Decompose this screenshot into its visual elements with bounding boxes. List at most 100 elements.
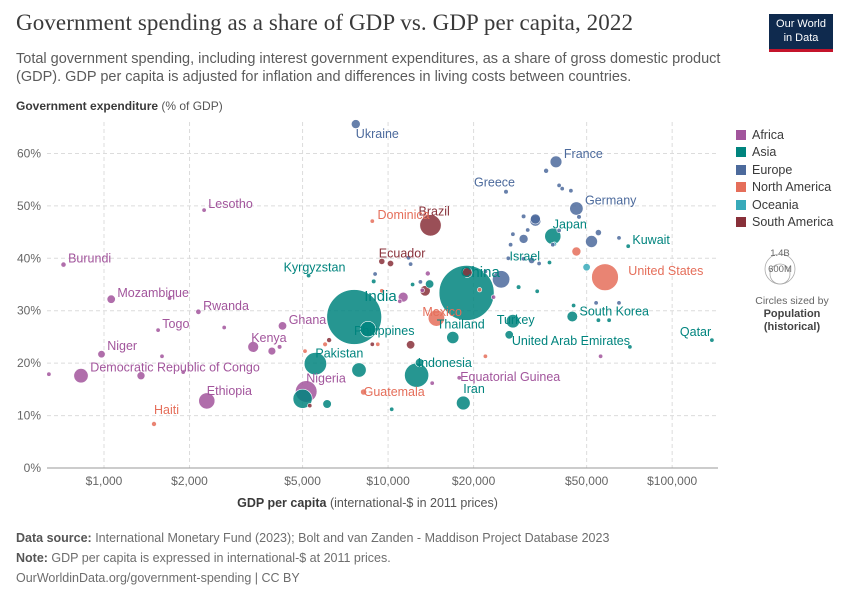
point-burundi[interactable] xyxy=(60,261,67,268)
point-israel[interactable] xyxy=(546,259,552,265)
legend-item-asia[interactable]: Asia xyxy=(736,144,833,162)
legend-item-oceania[interactable]: Oceania xyxy=(736,196,833,214)
point-togo[interactable] xyxy=(155,327,161,333)
data-point[interactable] xyxy=(521,256,527,262)
data-point[interactable] xyxy=(462,267,473,278)
legend-item-north-america[interactable]: North America xyxy=(736,179,833,197)
data-point[interactable] xyxy=(515,284,522,290)
point-france[interactable] xyxy=(549,155,563,169)
point-qatar[interactable] xyxy=(709,337,715,343)
data-point[interactable] xyxy=(585,235,598,248)
data-point[interactable] xyxy=(593,300,599,306)
data-point[interactable] xyxy=(371,278,377,285)
point-turkey[interactable] xyxy=(505,314,520,329)
point-united-states[interactable] xyxy=(591,263,619,291)
legend-item-africa[interactable]: Africa xyxy=(736,126,833,144)
data-point[interactable] xyxy=(616,300,622,306)
data-point[interactable] xyxy=(550,242,556,248)
data-point[interactable] xyxy=(616,235,622,241)
point-rwanda[interactable] xyxy=(195,308,202,315)
data-point[interactable] xyxy=(369,341,375,347)
data-point[interactable] xyxy=(375,341,381,347)
data-point[interactable] xyxy=(397,298,403,304)
data-point[interactable] xyxy=(277,344,283,350)
point-iran[interactable] xyxy=(456,395,471,411)
data-point[interactable] xyxy=(504,330,514,340)
point-ecuador[interactable] xyxy=(378,257,386,265)
data-point[interactable] xyxy=(292,388,313,409)
point-dominica[interactable] xyxy=(369,218,375,224)
data-point[interactable] xyxy=(556,182,562,188)
data-point[interactable] xyxy=(417,279,423,285)
legend-item-europe[interactable]: Europe xyxy=(736,161,833,179)
data-point[interactable] xyxy=(477,287,483,293)
data-point[interactable] xyxy=(159,353,165,359)
data-point[interactable] xyxy=(302,348,308,354)
point-thailand[interactable] xyxy=(446,331,460,344)
data-point[interactable] xyxy=(508,242,514,248)
point-brazil[interactable] xyxy=(419,214,442,237)
data-point[interactable] xyxy=(322,341,328,347)
point-kuwait[interactable] xyxy=(625,243,631,249)
data-point[interactable] xyxy=(406,340,416,350)
data-point[interactable] xyxy=(307,403,313,409)
point-lesotho[interactable] xyxy=(201,207,207,213)
data-point[interactable] xyxy=(568,188,574,194)
data-point[interactable] xyxy=(492,270,511,289)
point-niger[interactable] xyxy=(97,350,106,359)
credit-link[interactable]: OurWorldinData.org/government-spending |… xyxy=(16,571,300,585)
point-equatorial-guinea[interactable] xyxy=(456,375,462,381)
data-point[interactable] xyxy=(424,270,431,277)
data-point[interactable] xyxy=(267,346,277,356)
data-point[interactable] xyxy=(571,246,582,257)
point-ethiopia[interactable] xyxy=(198,392,216,410)
data-point[interactable] xyxy=(571,302,577,308)
data-point[interactable] xyxy=(389,406,395,412)
data-point[interactable] xyxy=(372,271,378,277)
data-point[interactable] xyxy=(598,353,604,359)
data-point[interactable] xyxy=(386,259,394,267)
data-point[interactable] xyxy=(46,371,52,377)
data-point[interactable] xyxy=(490,294,496,300)
data-point[interactable] xyxy=(528,256,536,264)
point-ghana[interactable] xyxy=(277,321,287,331)
owid-logo[interactable]: Our World in Data xyxy=(769,14,833,52)
data-point[interactable] xyxy=(429,380,435,386)
data-point[interactable] xyxy=(482,268,488,274)
point-germany[interactable] xyxy=(569,201,584,216)
data-point[interactable] xyxy=(536,260,542,266)
data-point[interactable] xyxy=(419,287,425,293)
data-point[interactable] xyxy=(595,229,602,236)
data-point[interactable] xyxy=(136,371,146,381)
data-point[interactable] xyxy=(482,353,488,359)
data-point[interactable] xyxy=(518,234,529,244)
data-point[interactable] xyxy=(167,295,173,301)
point-philippines[interactable] xyxy=(359,321,377,338)
data-point[interactable] xyxy=(510,231,516,237)
legend-item-south-america[interactable]: South America xyxy=(736,214,833,232)
point-kyrgyzstan[interactable] xyxy=(306,273,312,279)
data-point[interactable] xyxy=(221,324,227,330)
data-point[interactable] xyxy=(520,213,527,219)
point-greece[interactable] xyxy=(503,189,509,195)
point-kenya[interactable] xyxy=(247,341,259,353)
point-democratic-republic-of-congo[interactable] xyxy=(73,368,89,384)
data-point[interactable] xyxy=(326,337,332,343)
data-point[interactable] xyxy=(525,227,531,233)
data-point[interactable] xyxy=(408,261,414,267)
data-point[interactable] xyxy=(379,288,385,294)
point-pakistan[interactable] xyxy=(303,352,327,376)
data-point[interactable] xyxy=(534,288,540,294)
data-point[interactable] xyxy=(530,213,541,225)
point-guatemala[interactable] xyxy=(360,388,367,396)
data-point[interactable] xyxy=(410,281,416,287)
data-point[interactable] xyxy=(595,317,601,323)
point-south-korea[interactable] xyxy=(566,310,578,323)
color-legend[interactable]: Africa Asia Europe North America Oceania Sout… xyxy=(736,126,833,231)
data-point[interactable] xyxy=(414,358,424,368)
data-point[interactable] xyxy=(543,168,549,174)
data-point[interactable] xyxy=(556,228,562,234)
data-point[interactable] xyxy=(606,317,612,323)
data-point[interactable] xyxy=(322,399,332,409)
